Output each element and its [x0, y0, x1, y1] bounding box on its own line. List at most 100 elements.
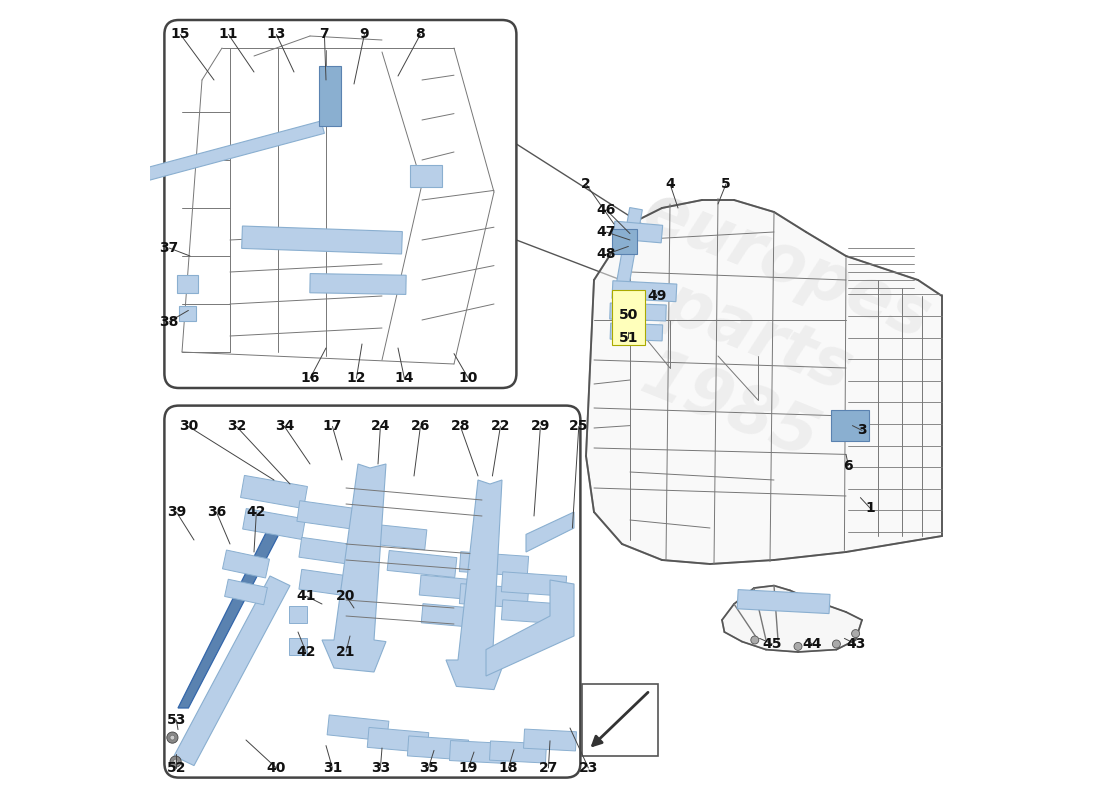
- Polygon shape: [609, 303, 667, 321]
- Text: 24: 24: [371, 419, 390, 434]
- Text: 20: 20: [337, 589, 355, 603]
- FancyBboxPatch shape: [164, 406, 581, 778]
- Text: 52: 52: [167, 761, 186, 775]
- Text: 36: 36: [207, 505, 226, 519]
- Polygon shape: [299, 538, 370, 566]
- Text: 28: 28: [451, 419, 470, 434]
- Text: 39: 39: [167, 505, 186, 519]
- Polygon shape: [177, 275, 198, 293]
- Text: 43: 43: [846, 637, 866, 651]
- Text: 27: 27: [539, 761, 558, 775]
- Polygon shape: [407, 736, 469, 760]
- Text: 25: 25: [569, 419, 589, 434]
- Text: 42: 42: [246, 505, 266, 519]
- Polygon shape: [243, 509, 306, 539]
- Polygon shape: [612, 229, 637, 254]
- Text: 14: 14: [395, 371, 414, 386]
- Text: 33: 33: [371, 761, 390, 775]
- Text: 44: 44: [803, 637, 822, 651]
- Polygon shape: [322, 464, 386, 672]
- Text: 12: 12: [346, 371, 366, 386]
- Text: 3: 3: [857, 423, 867, 438]
- Polygon shape: [410, 165, 442, 187]
- Text: 10: 10: [459, 371, 478, 386]
- Polygon shape: [502, 600, 566, 624]
- Text: 46: 46: [596, 202, 616, 217]
- Polygon shape: [178, 528, 278, 708]
- Polygon shape: [179, 306, 197, 321]
- Text: 5: 5: [722, 177, 730, 191]
- Text: 34: 34: [275, 419, 294, 434]
- Text: 42: 42: [296, 645, 316, 659]
- Text: 16: 16: [300, 371, 320, 386]
- Text: 38: 38: [160, 314, 179, 329]
- Text: 4: 4: [666, 177, 675, 191]
- Text: 11: 11: [219, 27, 238, 42]
- Polygon shape: [490, 741, 547, 763]
- Text: 22: 22: [491, 419, 510, 434]
- Polygon shape: [610, 323, 662, 341]
- Polygon shape: [446, 480, 505, 690]
- Polygon shape: [460, 552, 529, 576]
- Text: 40: 40: [266, 761, 286, 775]
- Text: 50: 50: [618, 308, 638, 322]
- Polygon shape: [450, 741, 506, 763]
- Polygon shape: [327, 715, 389, 741]
- Polygon shape: [524, 729, 576, 751]
- Text: 18: 18: [498, 761, 518, 775]
- Text: 29: 29: [530, 419, 550, 434]
- Polygon shape: [174, 576, 290, 766]
- Text: 31: 31: [322, 761, 342, 775]
- Text: 6: 6: [844, 458, 854, 473]
- Polygon shape: [297, 501, 371, 531]
- Polygon shape: [586, 200, 942, 564]
- Polygon shape: [299, 570, 370, 598]
- Text: 47: 47: [596, 225, 616, 239]
- Polygon shape: [241, 475, 308, 509]
- Polygon shape: [242, 226, 403, 254]
- Polygon shape: [353, 522, 427, 550]
- Text: 23: 23: [579, 761, 598, 775]
- Text: 13: 13: [266, 27, 286, 42]
- Polygon shape: [502, 572, 566, 596]
- Polygon shape: [612, 281, 676, 302]
- Text: 37: 37: [160, 241, 179, 255]
- Text: 35: 35: [419, 761, 438, 775]
- Polygon shape: [289, 638, 307, 655]
- Text: 21: 21: [337, 645, 355, 659]
- Polygon shape: [526, 512, 574, 552]
- Circle shape: [173, 759, 178, 764]
- Text: 2: 2: [581, 177, 591, 191]
- Bar: [582, 684, 658, 756]
- FancyBboxPatch shape: [164, 20, 516, 388]
- Polygon shape: [224, 579, 267, 605]
- Circle shape: [794, 642, 802, 650]
- Text: 51: 51: [618, 330, 638, 345]
- Circle shape: [851, 630, 859, 638]
- Text: 7: 7: [320, 27, 329, 42]
- Polygon shape: [135, 121, 324, 183]
- Polygon shape: [421, 604, 486, 628]
- Text: 45: 45: [762, 637, 782, 651]
- Polygon shape: [419, 575, 488, 601]
- Polygon shape: [830, 410, 869, 441]
- Text: 49: 49: [648, 289, 667, 303]
- Circle shape: [833, 640, 840, 648]
- Text: europes
parts
1985: europes parts 1985: [576, 178, 939, 494]
- Polygon shape: [367, 727, 429, 753]
- Text: 17: 17: [322, 419, 342, 434]
- Circle shape: [751, 636, 759, 644]
- Polygon shape: [460, 584, 529, 608]
- Polygon shape: [615, 207, 642, 297]
- Polygon shape: [737, 590, 830, 614]
- Polygon shape: [310, 274, 406, 294]
- Text: 48: 48: [596, 247, 616, 262]
- Polygon shape: [722, 586, 862, 652]
- Circle shape: [170, 756, 182, 767]
- Text: 15: 15: [170, 27, 190, 42]
- Text: 41: 41: [296, 589, 316, 603]
- Text: 8: 8: [416, 27, 426, 42]
- Text: 32: 32: [227, 419, 246, 434]
- Polygon shape: [486, 580, 574, 676]
- FancyBboxPatch shape: [612, 290, 646, 345]
